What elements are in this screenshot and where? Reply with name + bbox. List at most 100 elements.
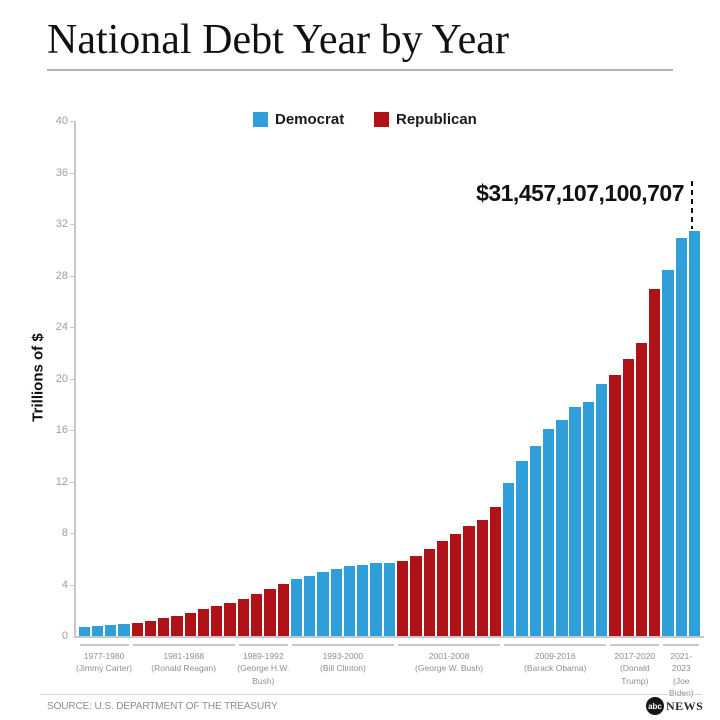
x-group-line-1981 [132, 644, 235, 646]
bar-1990 [251, 594, 263, 636]
footer-divider [40, 694, 702, 695]
y-tick-label-12: 12 [55, 475, 68, 488]
bar-2006 [463, 526, 475, 636]
bar-2008 [489, 506, 502, 636]
bar-1998 [357, 564, 369, 636]
abc-logo-icon: abc [646, 697, 664, 715]
y-tick-mark [70, 121, 74, 122]
source-credit: SOURCE: U.S. DEPARTMENT OF THE TREASURY [47, 701, 278, 712]
x-group-line-2001 [397, 644, 501, 646]
y-tick-label-8: 8 [61, 527, 68, 539]
y-tick-mark [70, 172, 74, 174]
x-group-line-2009 [504, 644, 607, 646]
bar-1983 [158, 618, 170, 636]
bar-1999 [370, 563, 382, 636]
y-tick-mark [70, 481, 74, 483]
bar-2018 [622, 358, 634, 636]
x-group-line-1977 [79, 644, 129, 646]
bar-2021 [662, 269, 674, 636]
y-tick-mark [70, 224, 74, 225]
bar-2000 [383, 562, 395, 636]
abc-news-wordmark: NEWS [666, 698, 704, 713]
bar-2001 [396, 561, 409, 636]
bar-2003 [423, 548, 435, 636]
bar-2020 [649, 289, 661, 636]
y-tick-label-36: 36 [55, 166, 68, 179]
bar-1997 [343, 566, 356, 636]
bar-2010 [516, 461, 528, 636]
bar-2002 [410, 555, 422, 636]
y-tick-mark [70, 584, 74, 586]
x-group-line-2017 [610, 644, 660, 646]
y-tick-label-16: 16 [55, 424, 68, 436]
x-group-label-1989: 1989-1992 (George H.W. Bush) [237, 651, 290, 686]
legend-item-republican: Republican [374, 111, 477, 128]
bar-1980 [118, 624, 130, 636]
democrat-color-swatch [253, 112, 268, 127]
bar-2011 [529, 445, 541, 636]
bar-1981 [131, 623, 143, 636]
bar-1995 [317, 572, 329, 636]
y-tick-mark [70, 533, 74, 534]
y-tick-label-0: 0 [61, 630, 68, 642]
bar-2009 [503, 482, 515, 636]
x-group-label-2021: 2021-2023 (Joe Biden) [669, 651, 694, 698]
bar-1988 [224, 602, 236, 636]
legend-label-republican: Republican [396, 111, 477, 128]
bar-2005 [450, 533, 462, 636]
y-tick-mark [70, 430, 74, 431]
debt-total-annotation: $31,457,107,100,707 [476, 180, 684, 206]
legend-label-democrat: Democrat [275, 111, 345, 128]
bar-1979 [105, 625, 117, 636]
y-tick-mark [70, 378, 74, 380]
x-group-line-2021 [663, 644, 700, 646]
x-axis-line [74, 636, 704, 638]
y-axis-line [74, 121, 76, 637]
y-tick-label-28: 28 [55, 269, 68, 282]
y-tick-label-20: 20 [55, 372, 68, 385]
y-tick-label-24: 24 [55, 321, 68, 333]
bar-1994 [304, 575, 316, 636]
bar-2014 [569, 406, 581, 636]
bar-1987 [211, 605, 223, 636]
bar-2004 [436, 540, 449, 636]
x-group-label-1981: 1981-1988 (Ronald Reagan) [151, 651, 217, 674]
bar-2022 [675, 237, 687, 636]
x-group-label-1993: 1993-2000 (Bill Clinton) [319, 651, 366, 674]
bar-1984 [171, 615, 183, 636]
bar-1978 [91, 626, 104, 636]
bar-2007 [476, 519, 488, 636]
bar-2013 [556, 420, 568, 636]
bar-1985 [184, 612, 196, 636]
bar-2017 [609, 375, 621, 636]
legend-item-democrat: Democrat [253, 111, 344, 128]
title-divider [47, 69, 673, 71]
bar-1982 [144, 621, 157, 636]
x-group-label-2017: 2017-2020 (Donald Trump) [614, 651, 656, 686]
y-tick-label-40: 40 [55, 115, 68, 127]
bar-1991 [264, 588, 276, 636]
bar-2019 [635, 343, 648, 636]
bar-1993 [290, 579, 303, 636]
bar-1977 [78, 626, 90, 636]
y-tick-mark [70, 327, 74, 328]
bar-2023 [688, 230, 701, 636]
bar-2015 [582, 402, 595, 636]
bar-1996 [330, 568, 342, 636]
abc-news-logo: abc NEWS [646, 697, 703, 715]
y-tick-mark [70, 275, 74, 277]
x-group-line-1993 [291, 644, 394, 646]
bar-2016 [596, 384, 608, 636]
x-group-line-1989 [238, 644, 288, 646]
bar-2012 [542, 429, 555, 636]
bar-1989 [237, 599, 250, 636]
x-group-label-2001: 2001-2008 (George W. Bush) [415, 651, 484, 674]
x-group-label-1977: 1977-1980 (Jimmy Carter) [75, 651, 133, 674]
bar-1992 [277, 583, 289, 636]
y-tick-label-4: 4 [61, 578, 68, 591]
page-title: National Debt Year by Year [47, 17, 509, 63]
x-group-label-2009: 2009-2016 (Barack Obama) [524, 651, 587, 674]
y-tick-label-32: 32 [55, 218, 68, 230]
bar-1986 [197, 608, 210, 636]
